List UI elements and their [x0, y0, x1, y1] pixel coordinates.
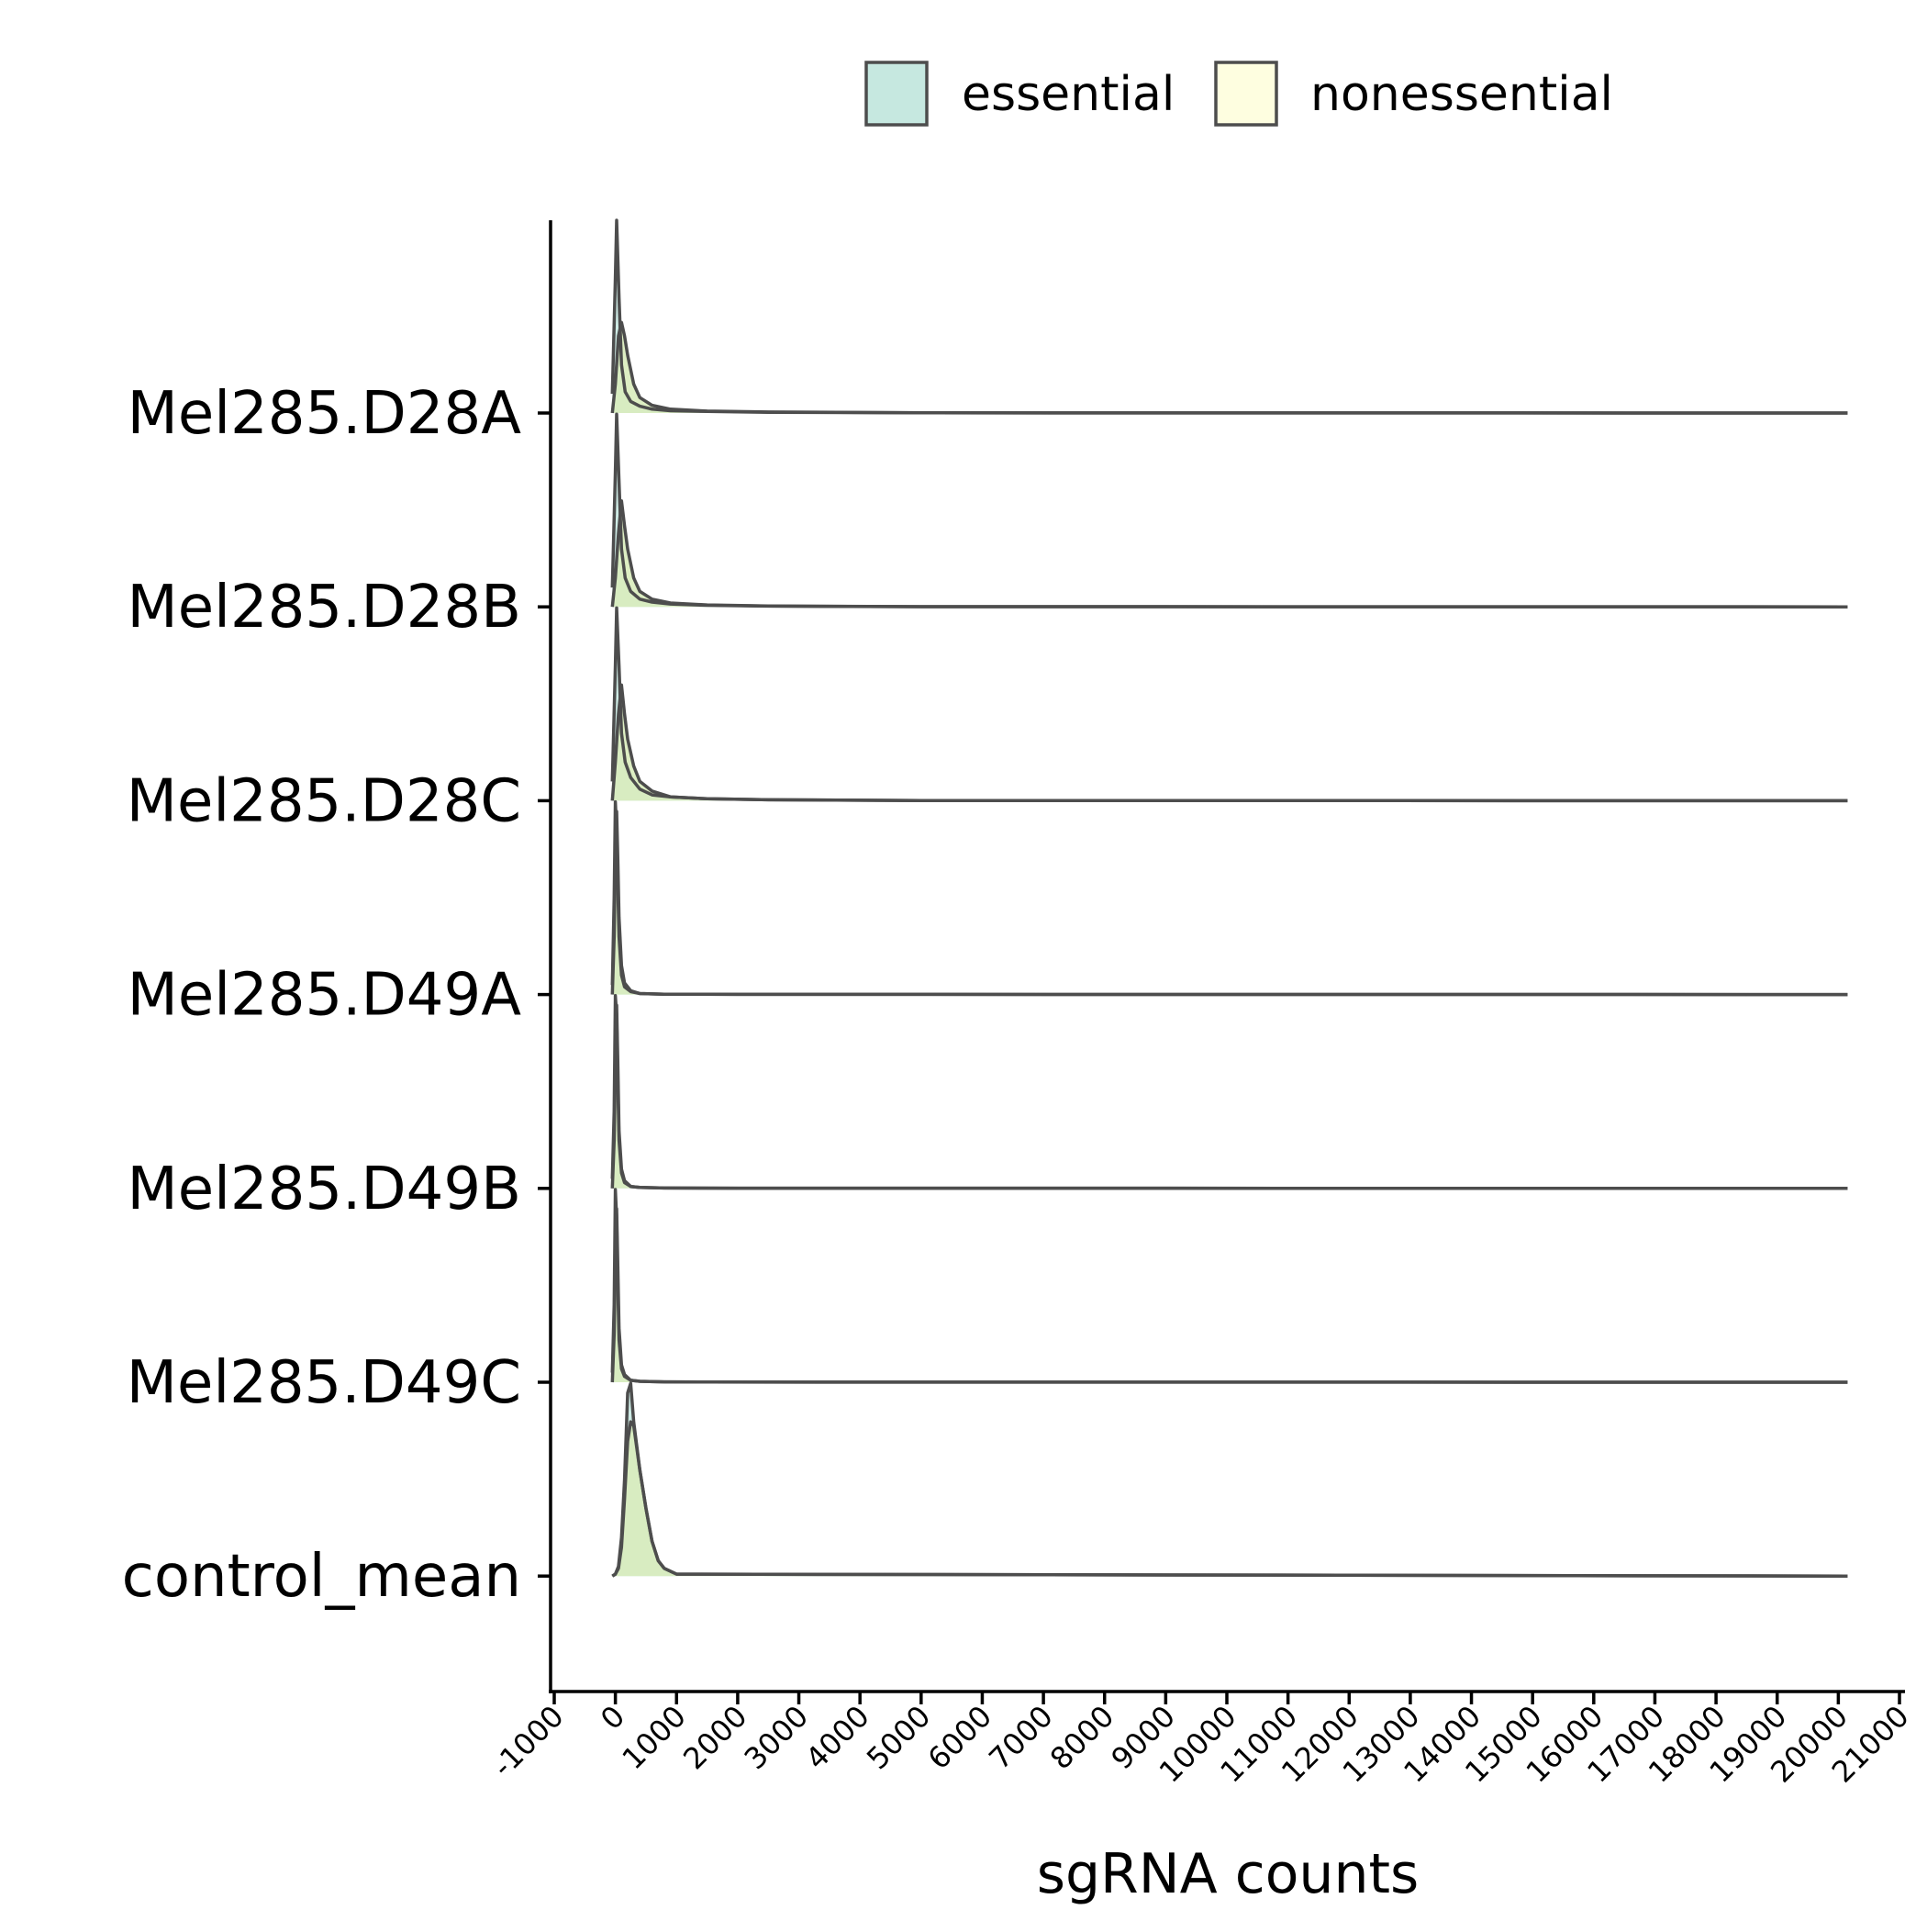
ridge-fill-nonessential	[612, 1209, 1848, 1382]
ridge-fill-essential	[612, 995, 1848, 1189]
ridge-Mel285.D49C	[610, 1188, 1848, 1384]
x-axis-ticks: -1000 01000200030004000500060007000800090…	[485, 1692, 1916, 1790]
ridge-fill-essential	[612, 414, 1848, 608]
y-tick-label: Mel285.D49B	[128, 1156, 522, 1223]
ridge-outline-nonessential	[611, 1420, 1848, 1578]
legend-key-essential	[864, 61, 929, 127]
y-tick-label: Mel285.D28C	[127, 767, 521, 835]
x-tick-label: 4000	[798, 1699, 875, 1776]
ridge-fill-nonessential	[612, 322, 1848, 413]
y-tick-label: Mel285.D28B	[128, 574, 522, 642]
ridges	[610, 218, 1848, 1578]
ridge-outline-nonessential	[610, 683, 1848, 803]
ridge-outline-nonessential	[610, 810, 1848, 997]
ridge-outline-essential	[610, 799, 1848, 997]
ridge-fill-nonessential	[612, 811, 1848, 995]
ridge-fill-essential	[612, 801, 1848, 995]
ridge-control_mean	[611, 1381, 1848, 1578]
x-tick-label: 2000	[676, 1699, 753, 1776]
ridge-fill-nonessential	[612, 1005, 1848, 1189]
x-axis-title: sgRNA counts	[1037, 1842, 1420, 1906]
y-tick-label: Mel285.D28A	[128, 380, 522, 448]
ridge-Mel285.D28C	[610, 606, 1848, 803]
y-tick-label: control_mean	[122, 1543, 521, 1611]
x-tick-label: 7000	[982, 1699, 1059, 1776]
y-axis-ticks: Mel285.D28A Mel285.D28B Mel285.D28C Mel285.…	[122, 380, 551, 1611]
y-tick-label: Mel285.D49C	[127, 1349, 521, 1417]
x-tick-label: -1000	[485, 1699, 571, 1784]
ridge-fill-nonessential	[612, 1422, 1848, 1577]
y-tick-label: Mel285.D49A	[128, 962, 522, 1030]
x-tick-label: 0	[594, 1699, 631, 1737]
ridge-fill-nonessential	[612, 500, 1848, 608]
ridge-fill-essential	[612, 1383, 1848, 1577]
ridge-outline-nonessential	[610, 320, 1848, 415]
legend: essential nonessential	[864, 61, 1613, 127]
ridge-fill-essential	[612, 220, 1848, 413]
ridge-Mel285.D28A	[610, 218, 1848, 415]
ridge-outline-essential	[611, 1381, 1848, 1578]
legend-key-nonessential	[1214, 61, 1278, 127]
ridge-outline-essential	[610, 994, 1848, 1190]
x-tick-label: 3000	[738, 1699, 815, 1776]
legend-label-essential: essential	[962, 67, 1175, 122]
ridge-outline-essential	[610, 218, 1848, 415]
ridge-outline-nonessential	[610, 1207, 1848, 1384]
legend-label-nonessential: nonessential	[1310, 67, 1613, 122]
ridge-Mel285.D28B	[610, 412, 1848, 609]
ridge-outline-nonessential	[610, 498, 1848, 609]
ridge-outline-essential	[610, 412, 1848, 609]
ridge-outline-nonessential	[610, 1003, 1848, 1190]
ridge-Mel285.D49B	[610, 994, 1848, 1190]
ridge-fill-nonessential	[612, 685, 1848, 801]
x-tick-label: 6000	[921, 1699, 998, 1776]
ridge-fill-essential	[612, 1189, 1848, 1382]
ridge-Mel285.D49A	[610, 799, 1848, 997]
ridge-outline-essential	[610, 1188, 1848, 1384]
ridge-outline-essential	[610, 606, 1848, 803]
x-tick-label: 1000	[615, 1699, 692, 1776]
x-tick-label: 5000	[860, 1699, 937, 1776]
axes	[549, 220, 1905, 1693]
x-tick-label: 8000	[1043, 1699, 1120, 1776]
ridge-fill-essential	[612, 608, 1848, 801]
